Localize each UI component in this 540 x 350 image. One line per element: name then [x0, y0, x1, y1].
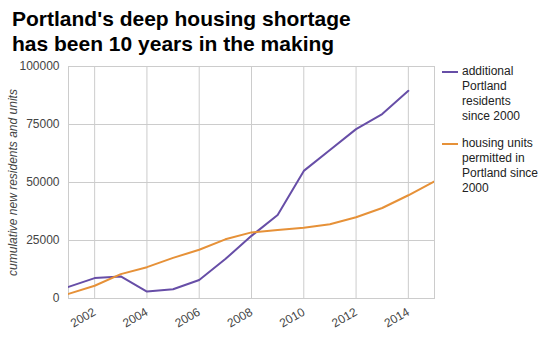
svg-text:50000: 50000: [26, 175, 60, 189]
svg-text:2012: 2012: [329, 305, 359, 331]
html-text:Portland's deep housing shorta: Portland's deep housing shortage has bee…: [12, 7, 351, 55]
html-text:housing units permitted in Por: housing units permitted in Portland sinc…: [462, 136, 538, 195]
svg-text:100000: 100000: [19, 59, 59, 73]
svg-text:2004: 2004: [120, 305, 150, 331]
html-text:additional Portland residents: additional Portland residents since 2000: [462, 64, 520, 123]
svg-text:2008: 2008: [225, 305, 255, 331]
svg-text:25000: 25000: [26, 233, 60, 247]
svg-text:2002: 2002: [68, 305, 98, 331]
svg-text:cumulative new residents and u: cumulative new residents and units: [6, 89, 20, 276]
svg-text:75000: 75000: [26, 117, 60, 131]
svg-text:2006: 2006: [173, 305, 203, 331]
svg-text:2010: 2010: [277, 305, 307, 331]
svg-text:0: 0: [53, 291, 60, 305]
svg-text:2014: 2014: [382, 305, 412, 331]
